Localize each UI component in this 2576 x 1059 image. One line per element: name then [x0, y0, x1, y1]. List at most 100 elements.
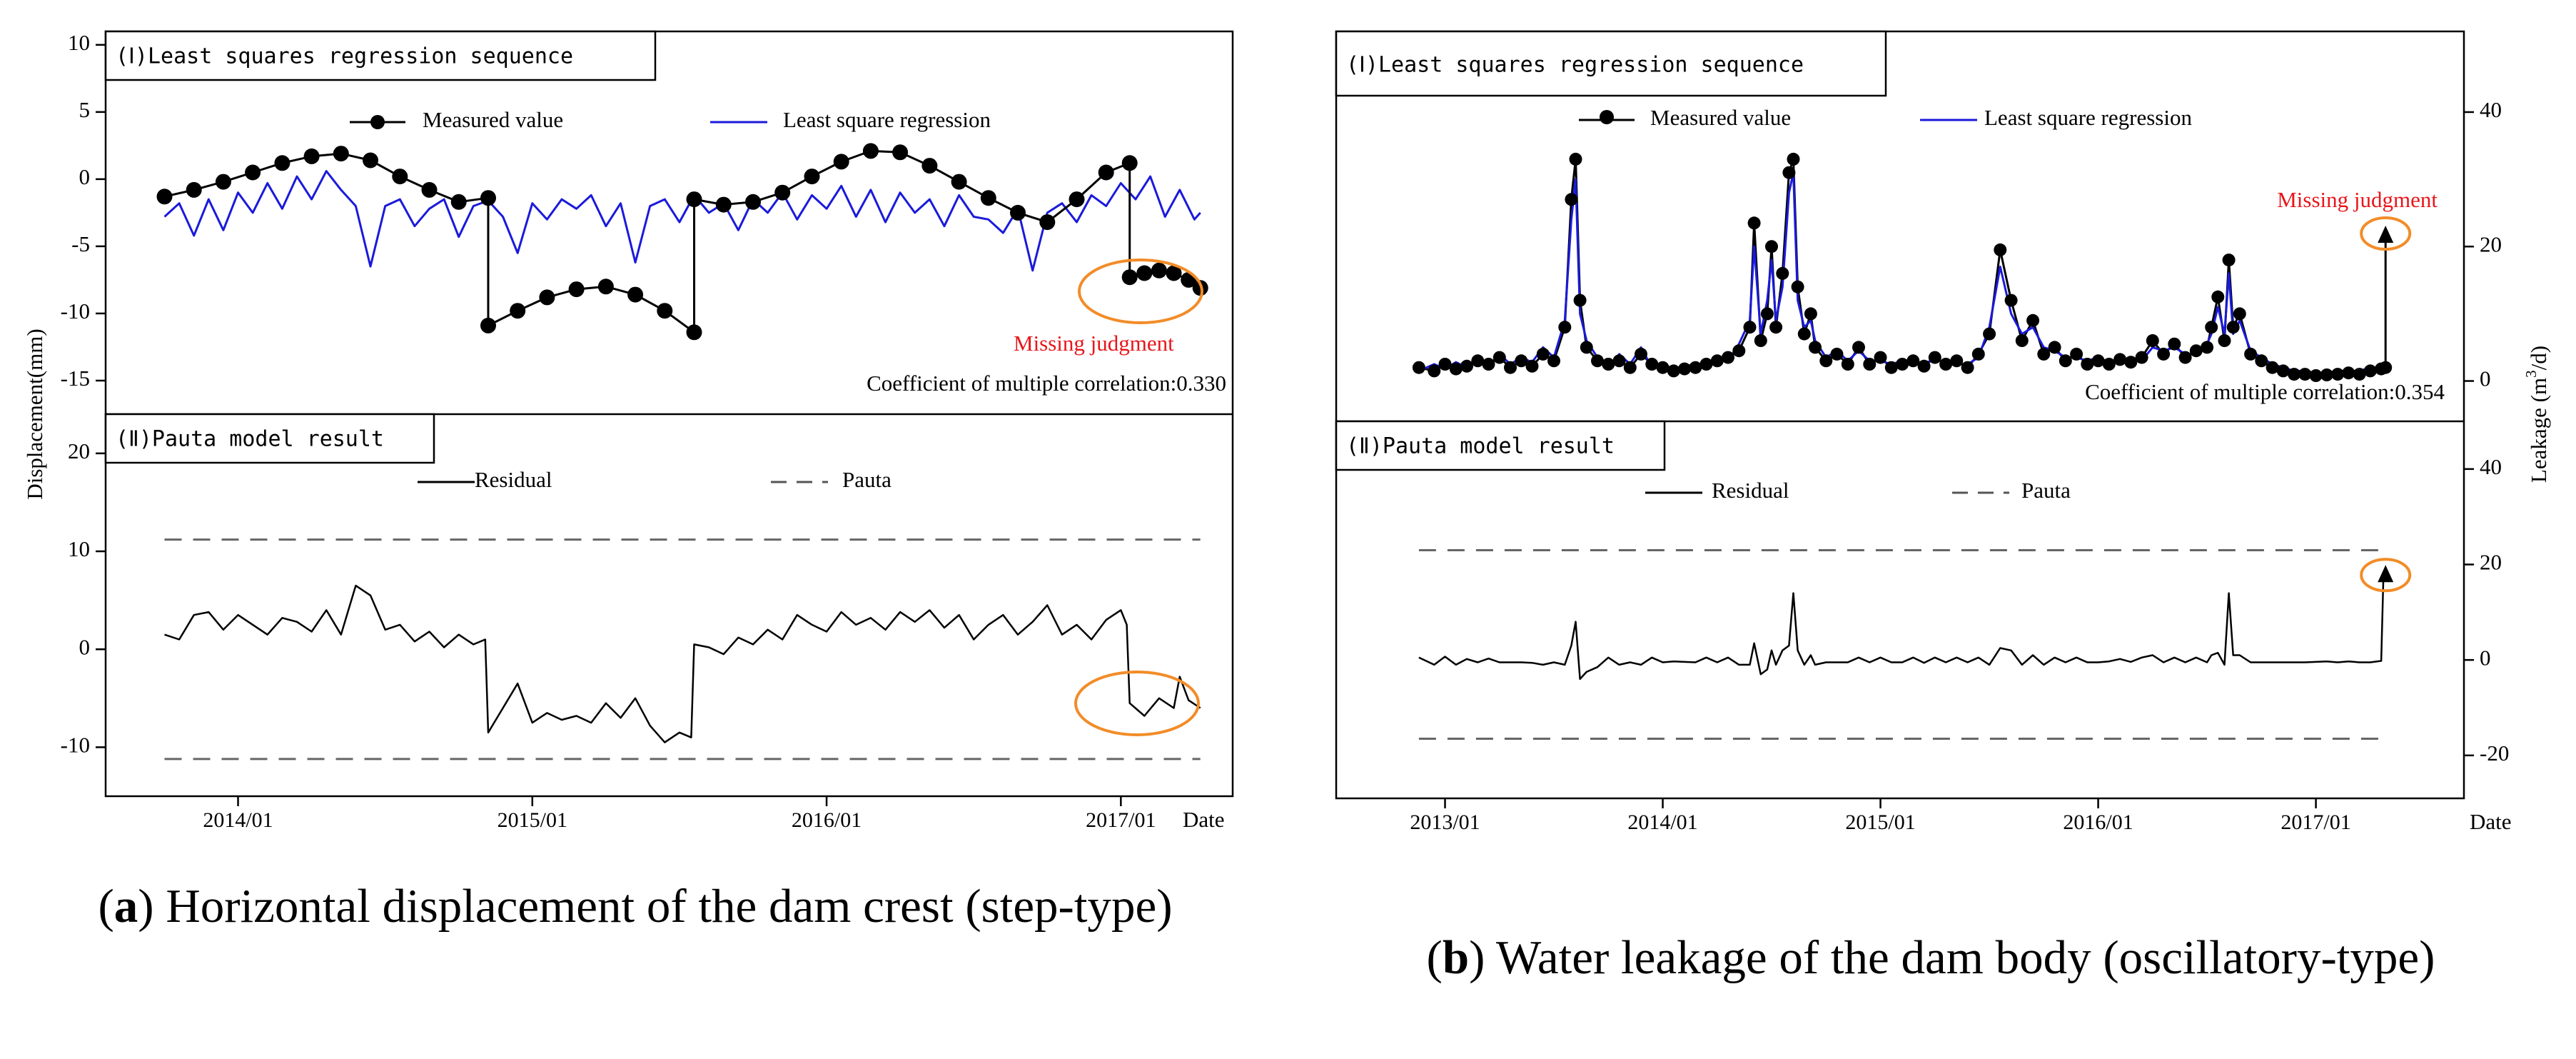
measured-point-a [156, 189, 173, 205]
measured-point-b [1906, 354, 1920, 368]
y-tick-label-top-a: 5 [79, 97, 91, 122]
measured-point-a [1121, 269, 1138, 286]
measured-point-b [2081, 358, 2094, 371]
measured-point-b [2113, 353, 2127, 366]
missing-judgment-label-a: Missing judgment [1014, 331, 1174, 356]
measured-point-a [862, 143, 879, 159]
x-axis-label-b: Date [2470, 809, 2512, 834]
measured-point-b [2363, 364, 2377, 378]
y-tick-label-bottom-b: -20 [2480, 741, 2509, 766]
measured-point-b [1754, 334, 1767, 347]
measured-point-a [245, 164, 261, 181]
measured-point-b [2233, 307, 2246, 321]
measured-point-b [1971, 347, 1985, 361]
legend-label-measured-a: Measured value [423, 107, 563, 132]
measured-point-a [215, 174, 231, 190]
measured-point-b [1765, 240, 1778, 254]
legend-label-regression-a: Least square regression [783, 107, 991, 132]
measured-point-b [1983, 327, 1996, 341]
measured-point-b [1412, 361, 1425, 374]
missing-judgment-arrow-bottom-b [2378, 565, 2394, 583]
legend-label-pauta-a: Pauta [842, 467, 892, 492]
x-tick-label-b: 2016/01 [2063, 810, 2133, 834]
measured-point-b [2124, 356, 2138, 369]
measured-point-b [1961, 361, 1974, 374]
measured-point-a [392, 169, 408, 185]
legend-label-regression-b: Least square regression [1984, 105, 2192, 130]
series-measured-b [1418, 158, 2386, 377]
x-tick-label-b: 2015/01 [1845, 810, 1915, 834]
measured-point-b [2070, 347, 2083, 361]
measured-point-a [480, 317, 496, 333]
panel-title-bottom-a: (Ⅱ)Pauta model result [116, 427, 384, 452]
measured-point-b [2211, 290, 2225, 303]
x-tick-label-a: 2015/01 [497, 808, 567, 832]
measured-point-b [1896, 358, 1909, 371]
panel-title-top-a: (Ⅰ)Least squares regression sequence [116, 44, 573, 69]
measured-point-b [1504, 361, 1517, 374]
y-tick-label-bottom-b: 40 [2480, 454, 2502, 479]
measured-point-b [1797, 327, 1811, 341]
missing-judgment-arrow-top-b [2378, 226, 2394, 243]
measured-point-b [2135, 351, 2148, 364]
measured-point-a [333, 146, 349, 162]
measured-point-b [2146, 334, 2159, 347]
missing-judgment-ellipse-bottom-a [1074, 671, 1200, 736]
measured-point-b [1769, 321, 1783, 334]
measured-point-a [1166, 265, 1182, 281]
measured-point-b [1809, 341, 1822, 354]
measured-point-b [1460, 359, 1473, 373]
measured-point-b [2244, 347, 2258, 361]
y-tick-label-top-b: 20 [2480, 231, 2502, 256]
measured-point-b [2218, 334, 2231, 347]
measured-point-b [2102, 358, 2116, 371]
measured-point-b [2189, 344, 2203, 358]
measured-point-b [2205, 321, 2218, 334]
measured-point-b [1565, 193, 1578, 206]
measured-point-b [1743, 321, 1757, 334]
measured-point-a [1069, 191, 1085, 208]
y-tick-label-top-b: 0 [2480, 366, 2491, 391]
measured-point-b [2255, 354, 2268, 368]
measured-point-b [1678, 362, 1691, 376]
y-tick-label-bottom-b: 0 [2480, 645, 2491, 670]
measured-point-b [1841, 358, 1854, 371]
measured-point-a [1039, 214, 1056, 231]
plot-frame-b [1335, 30, 2465, 800]
measured-point-b [1573, 293, 1587, 307]
measured-point-b [2157, 347, 2171, 361]
measured-point-b [1525, 359, 1539, 373]
measured-point-b [1635, 347, 1647, 361]
y-axis-label-main-b: Leakage (m [2526, 378, 2551, 483]
measured-point-b [2015, 334, 2029, 347]
legend-marker-measured-b [1600, 110, 1614, 124]
measured-point-b [1994, 243, 2007, 256]
measured-point-a [186, 181, 202, 198]
x-tick-label-a: 2014/01 [203, 808, 273, 832]
y-tick-label-bottom-a: 10 [68, 536, 90, 561]
measured-point-a [1098, 164, 1114, 181]
measured-point-a [657, 303, 673, 319]
measured-point-b [2320, 368, 2333, 381]
panel-title-bottom-b: (Ⅱ)Pauta model result [1346, 434, 1615, 459]
y-tick-label-top-a: -15 [61, 366, 90, 391]
measured-point-b [1760, 307, 1774, 321]
y-axis-label-tail-b: /d) [2526, 346, 2551, 370]
measured-point-a [686, 324, 702, 341]
measured-point-b [2379, 361, 2393, 374]
y-tick-label-bottom-a: 20 [68, 438, 90, 463]
measured-point-b [1656, 361, 1670, 374]
measured-point-b [1645, 358, 1659, 371]
y-axis-label-sup-b: 3 [2522, 370, 2540, 378]
caption-a: (a) Horizontal displacement of the dam c… [98, 880, 1173, 933]
measured-point-a [1010, 204, 1026, 221]
measured-point-b [2201, 341, 2214, 354]
measured-point-a [421, 181, 438, 198]
measured-point-b [2026, 313, 2040, 327]
legend-label-measured-b: Measured value [1650, 105, 1791, 130]
measured-point-b [2288, 368, 2301, 381]
measured-point-b [2353, 368, 2366, 381]
measured-point-a [980, 190, 996, 206]
y-tick-label-bottom-b: 20 [2480, 550, 2502, 575]
measured-point-b [1449, 362, 1463, 376]
